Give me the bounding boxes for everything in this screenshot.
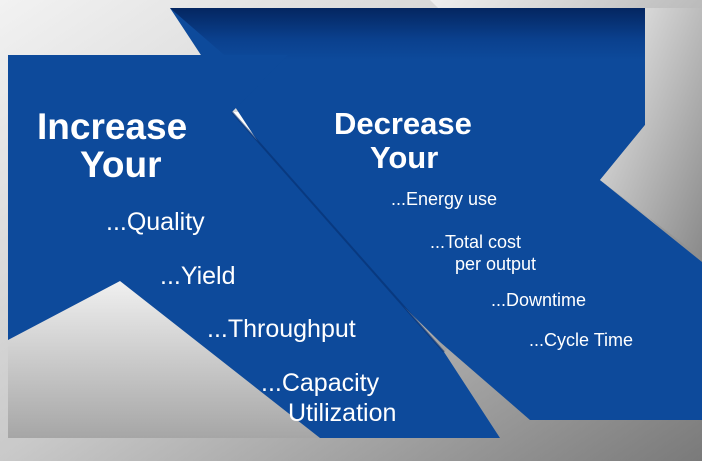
- decrease-item-total-cost: ...Total cost: [430, 232, 522, 252]
- decrease-arrow: [170, 8, 702, 420]
- increase-item-throughput: ...Throughput: [207, 315, 356, 343]
- arrow-edge-line: [231, 111, 445, 353]
- decrease-item-per-output: per output: [455, 254, 537, 274]
- increase-heading-line1: Increase: [37, 106, 188, 147]
- gray-notch-right: [600, 8, 702, 258]
- increase-item-quality: ...Quality: [106, 208, 205, 236]
- increase-item-utilization: Utilization: [288, 399, 397, 427]
- decrease-arrow-shade: [170, 8, 645, 60]
- increase-item-yield: ...Yield: [160, 262, 236, 290]
- decrease-heading-line2: Your: [370, 140, 439, 175]
- decrease-item-downtime: ...Downtime: [491, 290, 587, 310]
- decrease-item-cycle-time: ...Cycle Time: [529, 330, 634, 350]
- increase-heading-line2: Your: [80, 144, 162, 185]
- decrease-heading-line1: Decrease: [334, 106, 472, 141]
- gray-corner-bottom-left: [8, 281, 320, 438]
- increase-item-capacity: ...Capacity: [261, 369, 380, 397]
- decrease-item-energy: ...Energy use: [391, 189, 498, 209]
- increase-arrow: [8, 55, 500, 438]
